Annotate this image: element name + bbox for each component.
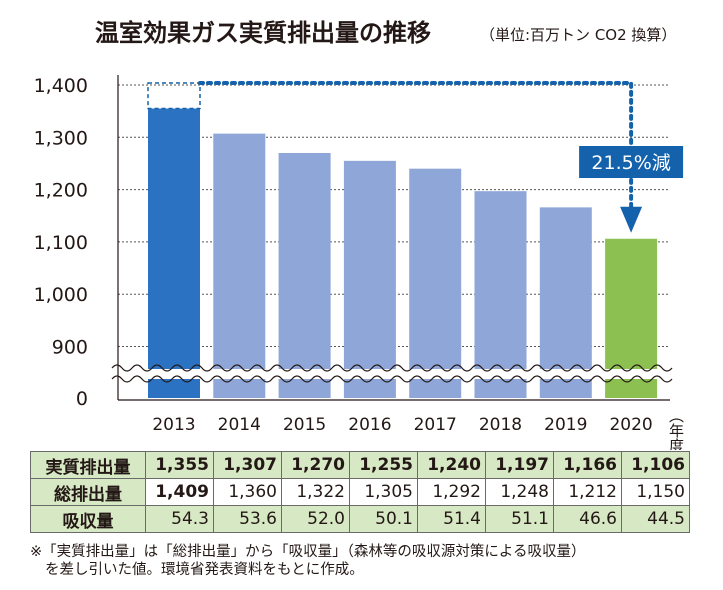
bar-2016: [343, 160, 396, 398]
original-level-box: [147, 82, 201, 110]
y-axis-ticks: 1,400 1,300 1,200 1,100 1,000 900 0: [34, 75, 88, 410]
x-tick-label: 2018: [479, 415, 522, 435]
y-tick-label: 1,200: [34, 180, 88, 202]
y-tick-label: 900: [52, 337, 88, 359]
x-axis-ticks: 2013 2014 2015 2016 2017 2018 2019 2020: [152, 415, 652, 435]
axis-break: [111, 364, 673, 383]
row-label: 吸収量: [30, 505, 146, 533]
table-cell: 51.1: [485, 505, 554, 533]
x-axis-unit-label: （年度）: [667, 408, 685, 450]
bar-2013: [148, 108, 200, 398]
x-tick-label: 2013: [152, 415, 195, 435]
table-cell: 1,166: [553, 451, 622, 479]
x-tick-label: 2015: [283, 415, 326, 435]
table-cell: 53.6: [213, 505, 282, 533]
axis-break-line-upper: [111, 364, 673, 372]
table-cell: 1,240: [417, 451, 486, 479]
bar-2014: [213, 133, 266, 398]
y-tick-label: 1,000: [34, 284, 88, 306]
table-cell: 50.1: [349, 505, 418, 533]
table-row: 総排出量 1,409 1,360 1,322 1,305 1,292 1,248 1,212 1…: [30, 478, 690, 506]
y-tick-label: 0: [76, 388, 88, 410]
x-tick-label: 2017: [414, 415, 457, 435]
row-label: 総排出量: [30, 478, 146, 506]
footnote-line-2: を差し引いた値。環境省発表資料をもとに作成。: [45, 562, 364, 578]
row-label: 実質排出量: [30, 451, 146, 479]
table-row: 吸収量 54.3 53.6 52.0 50.1 51.4 51.1 46.6 44.5: [30, 505, 690, 533]
axis-break-line-lower: [111, 375, 673, 383]
table-cell: 1,212: [553, 478, 622, 506]
y-tick-label: 1,100: [34, 232, 88, 254]
table-cell: 1,150: [621, 478, 690, 506]
footnote-line-1: ※「実質排出量」は「総排出量」から「吸収量」（森林等の吸収源対策による吸収量）: [30, 544, 586, 560]
table-cell: 52.0: [281, 505, 350, 533]
bar-2017: [409, 168, 462, 398]
table-cell: 1,307: [213, 451, 282, 479]
table-cell: 1,292: [417, 478, 486, 506]
table-cell: 1,248: [485, 478, 554, 506]
x-tick-label: 2020: [609, 415, 652, 435]
table-cell: 54.3: [145, 505, 214, 533]
bar-2015: [278, 152, 331, 398]
table-cell: 46.6: [553, 505, 622, 533]
bar-2018: [474, 191, 527, 398]
reduction-arrow-head: [620, 206, 643, 233]
y-tick-label: 1,300: [34, 127, 88, 149]
table-cell: 1,270: [281, 451, 350, 479]
bar-chart: 温室効果ガス実質排出量の推移 （単位:百万トン CO2 換算） 1,400 1,3…: [34, 19, 685, 450]
axis-break-fill: [112, 369, 672, 379]
table-cell: 44.5: [621, 505, 690, 533]
table-cell: 1,106: [621, 451, 690, 479]
table-cell: 1,255: [349, 451, 418, 479]
table-cell: 1,197: [485, 451, 554, 479]
unit-label: （単位:百万トン CO2 換算）: [480, 26, 676, 44]
table-row: 実質排出量 1,355 1,307 1,270 1,255 1,240 1,197 1,166…: [30, 451, 690, 479]
table-cell: 1,409: [145, 478, 214, 506]
reduction-label: 21.5%減: [591, 152, 670, 174]
x-tick-label: 2014: [218, 415, 261, 435]
bar-2019: [539, 207, 592, 398]
footnote: ※「実質排出量」は「総排出量」から「吸収量」（森林等の吸収源対策による吸収量） …: [30, 543, 710, 579]
table-cell: 1,305: [349, 478, 418, 506]
y-tick-label: 1,400: [34, 75, 88, 97]
chart-title: 温室効果ガス実質排出量の推移: [95, 19, 431, 47]
table-cell: 51.4: [417, 505, 486, 533]
table-cell: 1,322: [281, 478, 350, 506]
table-cell: 1,355: [145, 451, 214, 479]
reduction-label-box: [579, 146, 684, 178]
x-tick-label: 2016: [348, 415, 391, 435]
data-table: 実質排出量 1,355 1,307 1,270 1,255 1,240 1,197 1,166…: [30, 451, 690, 533]
reduction-annotation: 21.5%減: [147, 81, 684, 233]
x-tick-label: 2019: [544, 415, 587, 435]
table-cell: 1,360: [213, 478, 282, 506]
